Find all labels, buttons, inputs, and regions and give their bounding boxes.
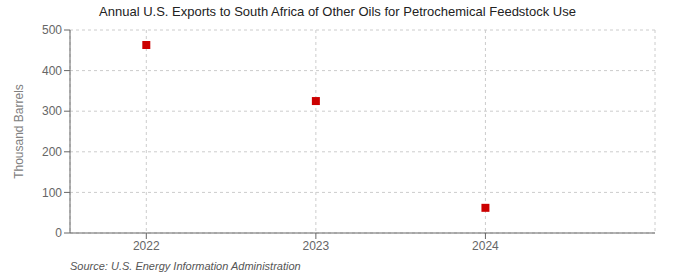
svg-text:400: 400 (42, 64, 62, 78)
html-text:Annual U.S. Exports to South A: Annual U.S. Exports to South Africa of O… (99, 4, 576, 19)
svg-text:0: 0 (55, 226, 62, 240)
svg-text:100: 100 (42, 186, 62, 200)
svg-text:200: 200 (42, 145, 62, 159)
svg-text:2024: 2024 (472, 239, 499, 253)
svg-text:2022: 2022 (133, 239, 160, 253)
svg-text:300: 300 (42, 104, 62, 118)
svg-text:500: 500 (42, 24, 62, 37)
html-text:Source: U.S. Energy Informatio: Source: U.S. Energy Information Administ… (70, 260, 301, 272)
svg-text:Thousand Barrels: Thousand Barrels (12, 84, 26, 179)
svg-text:2023: 2023 (303, 239, 330, 253)
